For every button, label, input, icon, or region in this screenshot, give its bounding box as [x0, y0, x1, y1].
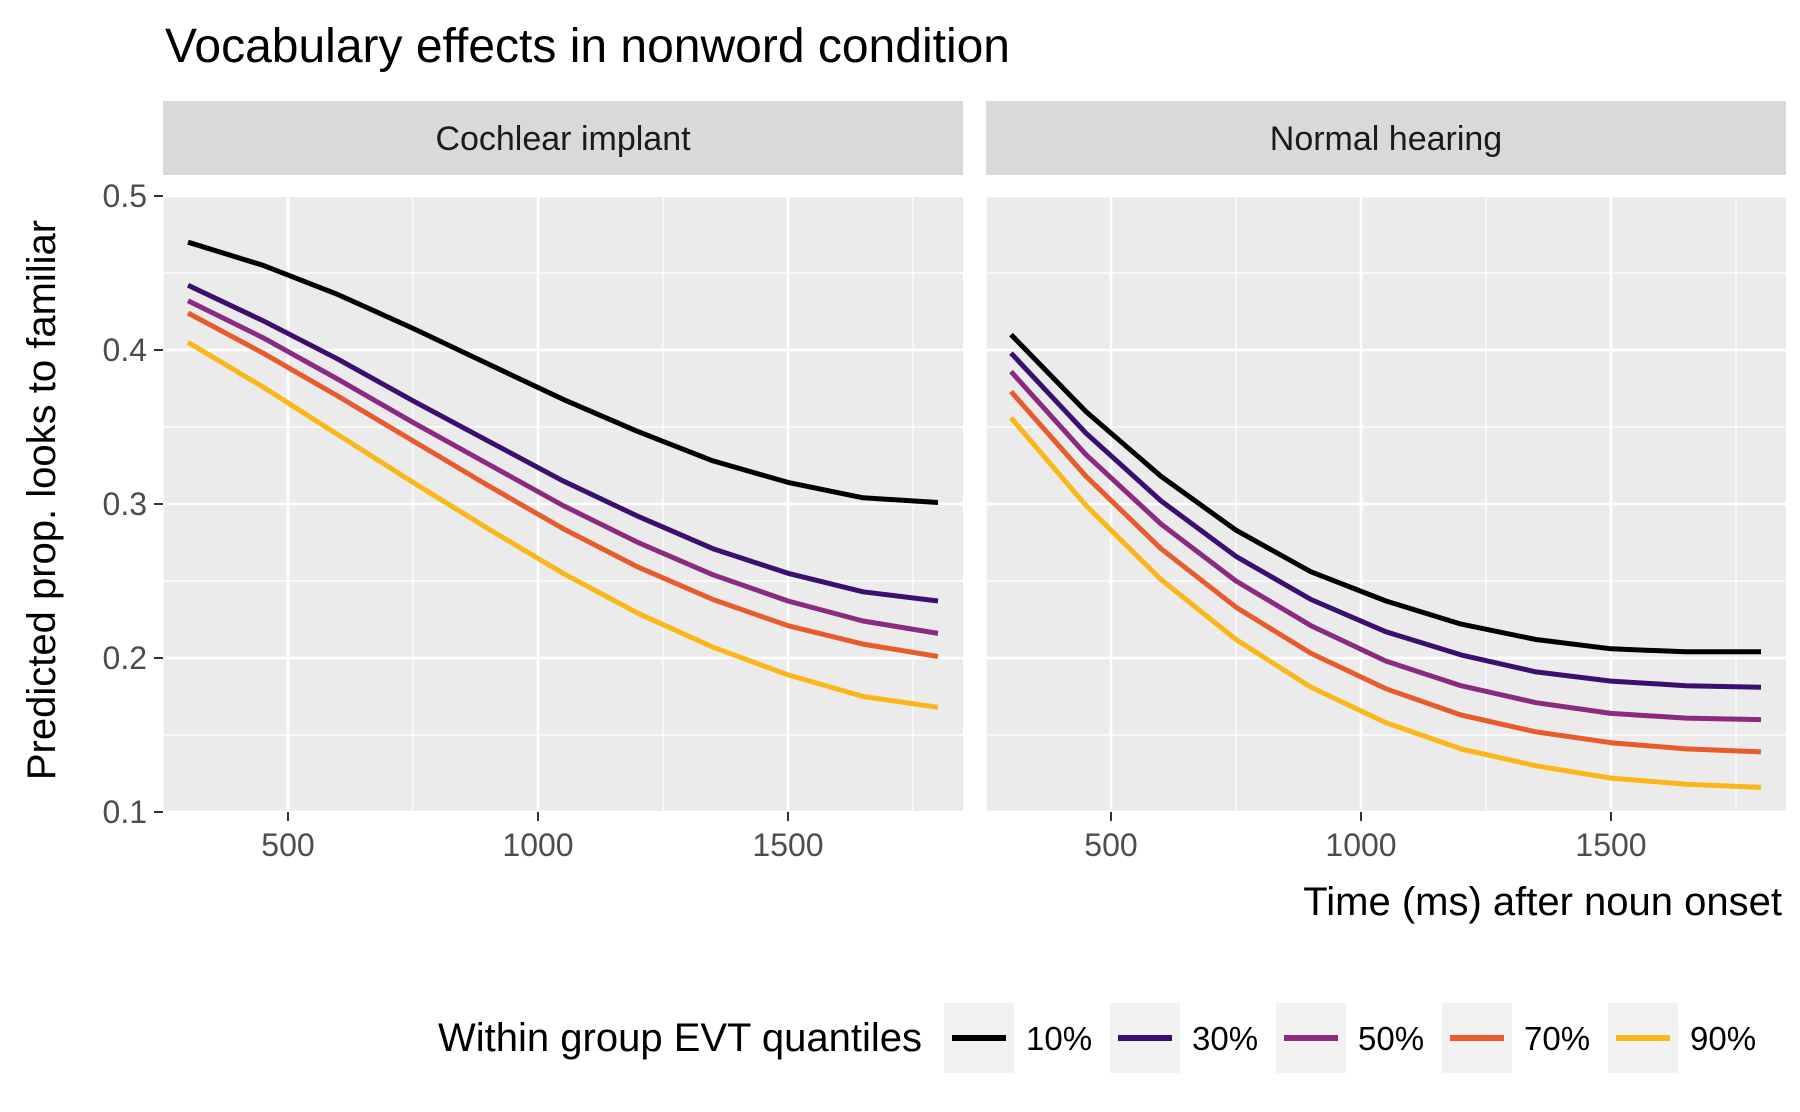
- series-line-10pct: [187, 239, 939, 505]
- y-tick-label: 0.5: [103, 178, 147, 214]
- panel-1: Normal hearing 500 1000 1500: [985, 101, 1786, 863]
- legend-entry: 90%: [1608, 1003, 1756, 1073]
- series-line-30pct: [186, 283, 939, 604]
- y-tick-label: 0.2: [103, 640, 147, 676]
- legend-entry: 10%: [944, 1003, 1092, 1073]
- series-line-90pct: [186, 340, 939, 710]
- legend-entry-label: 10%: [1026, 1020, 1092, 1057]
- series-line-30pct: [1009, 351, 1762, 690]
- legend-entry: 50%: [1276, 1003, 1424, 1073]
- x-tick-label: 1000: [1325, 827, 1396, 863]
- legend-entry: 70%: [1442, 1003, 1590, 1073]
- legend: Within group EVT quantiles 10% 30% 50% 70% 9…: [438, 1003, 1756, 1073]
- x-tick-label: 1500: [752, 827, 823, 863]
- x-tick-label: 1500: [1575, 827, 1646, 863]
- panel-strip-label: Normal hearing: [1270, 120, 1502, 158]
- y-tick-label: 0.3: [103, 486, 147, 522]
- series-line-10pct: [1009, 332, 1761, 655]
- panel-strip: [986, 101, 1786, 175]
- panel-0: Cochlear implant 500 1000 1500 0.1 0.2 0.3 0.4 0…: [103, 101, 963, 863]
- plot-area: Cochlear implant 500 1000 1500 0.1 0.2 0.3 0.4 0…: [103, 101, 1786, 863]
- series-line-70pct: [1009, 389, 1762, 755]
- x-tick-label: 1000: [502, 827, 573, 863]
- series-line-90pct: [1009, 416, 1762, 790]
- series-line-50pct: [1009, 369, 1762, 723]
- legend-entry-label: 90%: [1690, 1020, 1756, 1057]
- y-axis-label: Predicted prop. looks to familiar: [20, 220, 64, 780]
- legend-entry-label: 30%: [1192, 1020, 1258, 1057]
- x-axis-label: Time (ms) after noun onset: [1303, 880, 1782, 924]
- panel-strip: [163, 101, 963, 175]
- series-line-70pct: [186, 310, 939, 659]
- series-line-50pct: [186, 298, 939, 636]
- x-tick-label: 500: [261, 827, 314, 863]
- panel-strip-label: Cochlear implant: [435, 120, 691, 158]
- x-tick-label: 500: [1084, 827, 1137, 863]
- y-tick-label: 0.4: [103, 332, 147, 368]
- y-tick-label: 0.1: [103, 794, 147, 830]
- legend-entry-label: 50%: [1358, 1020, 1424, 1057]
- legend-entry-label: 70%: [1524, 1020, 1590, 1057]
- legend-entry: 30%: [1110, 1003, 1258, 1073]
- chart-title: Vocabulary effects in nonword condition: [165, 20, 1010, 73]
- legend-title: Within group EVT quantiles: [438, 1016, 922, 1060]
